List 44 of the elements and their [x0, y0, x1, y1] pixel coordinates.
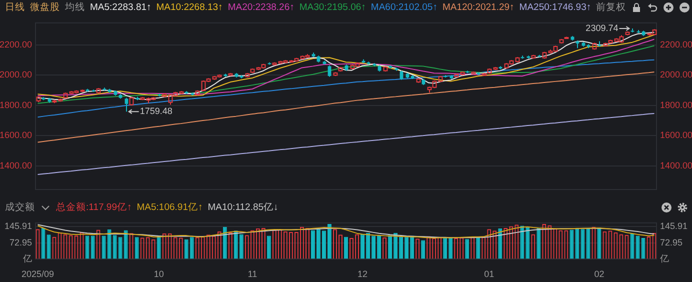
text: MA60:2102.05↑ — [370, 2, 438, 12]
y2-tick-label: 72.95 — [660, 237, 683, 248]
text: MA5:106.91亿↑ — [136, 200, 203, 214]
y2-tick-label: 1400.00 — [660, 160, 692, 170]
chart-title: 成交额 — [5, 200, 35, 214]
text: MA30:2195.06↑ — [299, 2, 366, 12]
y-tick-label: 2200.00 — [0, 40, 32, 50]
y-tick-label: 2000.00 — [0, 70, 32, 80]
legend-title: 均线 — [65, 0, 85, 14]
text: MA20:2238.26↑ — [228, 2, 294, 12]
series-label: 总金额:117.99亿↑ — [56, 200, 132, 214]
candlestick — [328, 64, 332, 78]
y2-tick-label: 2000.00 — [660, 70, 692, 80]
y2-tick-label: 亿 — [659, 254, 669, 264]
y-tick-label: 1800.00 — [0, 100, 32, 110]
candlestick — [124, 97, 128, 112]
x-tick-label: 11 — [248, 269, 258, 280]
y2-tick-label: 145.91 — [660, 221, 688, 232]
text: MA5:2283.81↑ — [90, 2, 152, 12]
chart-title: 微盘股 — [30, 0, 60, 14]
text: 前复权 — [596, 0, 626, 14]
text: MA120:2021.29↑ — [442, 2, 514, 12]
series-label: MA10:112.85亿↓ — [208, 200, 278, 214]
text: MA250:1746.93↑ — [519, 2, 592, 12]
candlestick — [406, 72, 410, 79]
y2-tick-label: 1800.00 — [660, 100, 692, 110]
text: 日线 — [5, 0, 25, 14]
x-tick-label: 12 — [358, 269, 368, 280]
candlestick — [410, 74, 414, 80]
y-tick-label: 1600.00 — [0, 130, 32, 140]
x-tick-label: 10 — [154, 269, 164, 280]
y2-tick-label: 1600.00 — [660, 130, 692, 140]
text: MA10:2268.13↑ — [156, 2, 223, 12]
y-tick-label: 1400.00 — [0, 160, 32, 170]
y-tick-label: 亿 — [22, 254, 32, 264]
x-tick-label: 2025/09 — [21, 269, 54, 280]
y-tick-label: 145.91 — [4, 221, 32, 232]
y2-tick-label: 2200.00 — [660, 40, 692, 50]
annotation: 2309.74 — [586, 22, 618, 33]
annotation: 1759.48 — [140, 106, 172, 116]
x-tick-label: 02 — [594, 269, 604, 280]
y-tick-label: 72.95 — [9, 237, 32, 248]
x-tick-label: 01 — [484, 269, 494, 280]
candlestick — [450, 74, 454, 80]
